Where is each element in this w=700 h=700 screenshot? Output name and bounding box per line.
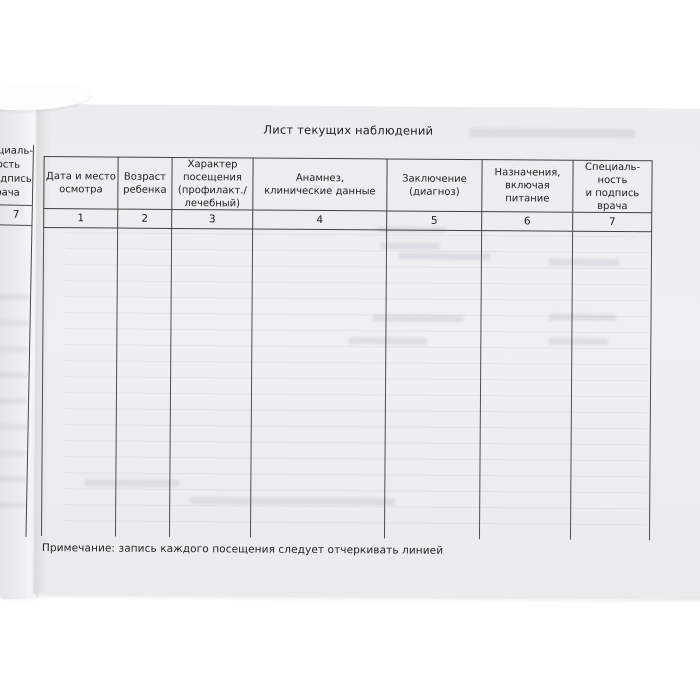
col-header-visit-type: Характер посещения (профилакт./ лечебный… — [171, 156, 253, 211]
col-header-date-place: Дата и место осмотра — [43, 156, 118, 210]
col-number-1: 1 — [43, 209, 118, 229]
table-body-cell — [569, 231, 653, 541]
table-body-cell — [478, 231, 573, 540]
previous-page-edge: Специаль- ность и подпись врача 7 — [0, 97, 36, 599]
table-body-cell — [383, 230, 482, 540]
col-number-5: 5 — [386, 211, 482, 232]
table-body-cell — [114, 228, 172, 537]
journal-page: Лист текущих наблюдений Дата и место осм… — [33, 104, 700, 598]
col-header-prescriptions: Назначения, включая питание — [481, 159, 573, 213]
col-number-4: 4 — [252, 210, 387, 231]
col-number-6: 6 — [481, 212, 573, 232]
show-through-smudge — [0, 293, 31, 525]
observations-table: Дата и место осмотра Возраст ребенка Хар… — [40, 156, 653, 541]
table-body-cell — [40, 228, 118, 537]
col-number-2: 2 — [117, 209, 172, 229]
footnote: Примечание: запись каждого посещения сле… — [41, 542, 444, 557]
previous-page-column-header: Специаль- ность и подпись врача — [0, 143, 34, 206]
page-title: Лист текущих наблюдений — [263, 122, 434, 138]
col-header-diagnosis: Заключение (диагноз) — [386, 158, 482, 213]
col-number-3: 3 — [171, 209, 253, 230]
table-body-cell — [168, 228, 253, 538]
table-body-cell — [249, 229, 387, 539]
col-header-doctor-signature: Специаль- ность и подпись врача — [572, 159, 653, 214]
previous-page-last-column: Специаль- ность и подпись врача 7 — [0, 143, 34, 537]
previous-page-column-number: 7 — [0, 204, 32, 226]
col-header-child-age: Возраст ребенка — [117, 156, 172, 210]
col-number-7: 7 — [572, 212, 653, 233]
col-header-anamnesis: Анамнез, клинические данные — [252, 157, 387, 212]
